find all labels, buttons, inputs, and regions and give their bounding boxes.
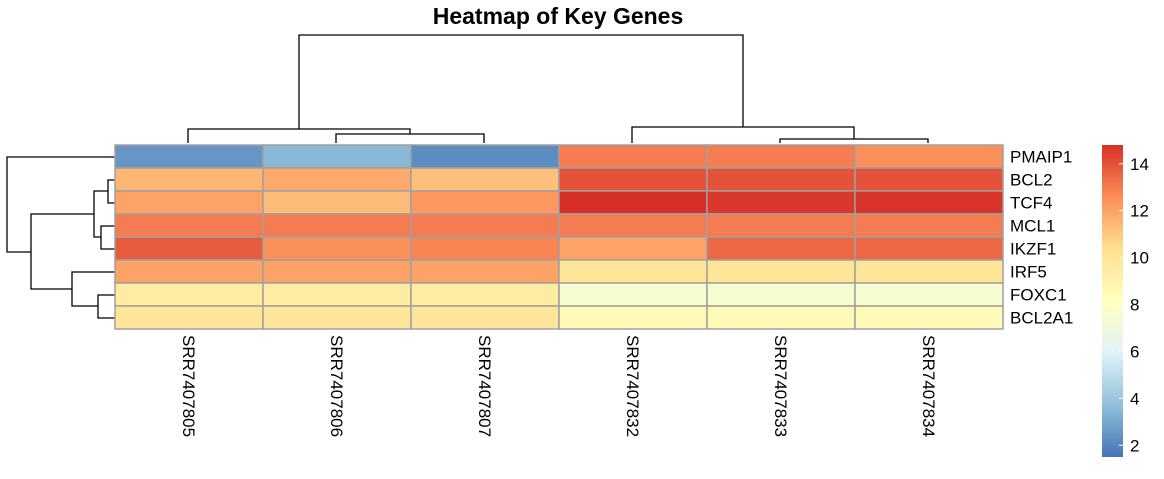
heatmap-cell bbox=[114, 236, 264, 261]
heatmap-cell bbox=[410, 282, 560, 307]
heatmap-cell bbox=[410, 144, 560, 169]
col-dendro-link-4 bbox=[631, 126, 855, 143]
heatmap-cell bbox=[706, 282, 856, 307]
row-label: MCL1 bbox=[1010, 217, 1055, 236]
row-dendro-link-6 bbox=[30, 213, 94, 290]
heatmap-cell bbox=[854, 144, 1004, 169]
heatmap-cell bbox=[114, 305, 264, 330]
heatmap-cell bbox=[706, 144, 856, 169]
colorbar-tick-label: 8 bbox=[1130, 296, 1139, 315]
heatmap-cell bbox=[262, 190, 412, 215]
heatmap-cell bbox=[854, 236, 1004, 261]
heatmap-cell bbox=[558, 305, 708, 330]
heatmap-cell bbox=[262, 305, 412, 330]
row-dendro-link-1 bbox=[107, 179, 115, 204]
heatmap-cell bbox=[558, 236, 708, 261]
colorbar-tick-label: 10 bbox=[1130, 249, 1149, 268]
heatmap-cell bbox=[854, 305, 1004, 330]
heatmap-cell bbox=[262, 144, 412, 169]
heatmap-cell bbox=[854, 213, 1004, 238]
heatmap-cell bbox=[410, 213, 560, 238]
colorbar-ticks: 2 4 6 8 10 12 14 bbox=[1119, 155, 1149, 455]
heatmap-cell bbox=[558, 190, 708, 215]
heatmap-cell bbox=[410, 190, 560, 215]
row-dendro-link-7 bbox=[6, 156, 115, 253]
heatmap-cell bbox=[558, 167, 708, 192]
heatmap-cells bbox=[114, 144, 1004, 330]
column-labels: SRR7407805 SRR7407806 SRR7407807 SRR7407832… bbox=[179, 335, 938, 437]
heatmap-cell bbox=[558, 259, 708, 284]
heatmap-cell bbox=[262, 236, 412, 261]
heatmap-cell bbox=[854, 190, 1004, 215]
row-label: FOXC1 bbox=[1010, 286, 1067, 305]
heatmap-cell bbox=[854, 282, 1004, 307]
heatmap-cell bbox=[262, 282, 412, 307]
col-dendro-link-5 bbox=[298, 34, 744, 129]
row-dendrogram bbox=[6, 156, 115, 319]
heatmap-cell bbox=[854, 259, 1004, 284]
heatmap-cell bbox=[558, 282, 708, 307]
heatmap-cell bbox=[262, 259, 412, 284]
heatmap-cell bbox=[114, 144, 264, 169]
heatmap-cell bbox=[114, 213, 264, 238]
row-label: BCL2 bbox=[1010, 171, 1053, 190]
heatmap-cell bbox=[558, 144, 708, 169]
column-label: SRR7407832 bbox=[623, 335, 642, 437]
heatmap-cell bbox=[410, 167, 560, 192]
heatmap-cell bbox=[114, 282, 264, 307]
heatmap-cell bbox=[114, 167, 264, 192]
heatmap-cell bbox=[410, 236, 560, 261]
row-label: IRF5 bbox=[1010, 263, 1047, 282]
column-label: SRR7407833 bbox=[771, 335, 790, 437]
heatmap-cell bbox=[558, 213, 708, 238]
colorbar-tick-label: 12 bbox=[1130, 202, 1149, 221]
colorbar-tick-label: 6 bbox=[1130, 342, 1139, 361]
heatmap-cell bbox=[262, 167, 412, 192]
chart-title: Heatmap of Key Genes bbox=[433, 3, 684, 29]
col-dendro-link-2 bbox=[187, 128, 411, 143]
heatmap-cell bbox=[854, 167, 1004, 192]
column-label: SRR7407807 bbox=[475, 335, 494, 437]
column-label: SRR7407834 bbox=[919, 335, 938, 437]
heatmap-cell bbox=[706, 305, 856, 330]
row-dendro-link-2 bbox=[100, 225, 115, 250]
col-dendro-link-3 bbox=[779, 138, 929, 143]
colorbar-tick-label: 14 bbox=[1130, 155, 1149, 174]
heatmap-cell bbox=[114, 259, 264, 284]
heatmap-cell bbox=[706, 190, 856, 215]
heatmap-cell bbox=[410, 305, 560, 330]
heatmap-cell bbox=[410, 259, 560, 284]
heatmap-cell bbox=[706, 236, 856, 261]
colorbar-tick-label: 4 bbox=[1130, 389, 1139, 408]
heatmap-cell bbox=[262, 213, 412, 238]
heatmap-cell bbox=[114, 190, 264, 215]
heatmap-cell bbox=[706, 167, 856, 192]
colorbar-tick-label: 2 bbox=[1130, 436, 1139, 455]
row-label: BCL2A1 bbox=[1010, 309, 1073, 328]
col-dendro-link-1 bbox=[335, 133, 485, 143]
heatmap-cell bbox=[706, 213, 856, 238]
heatmap-cell bbox=[706, 259, 856, 284]
row-label: TCF4 bbox=[1010, 194, 1053, 213]
row-label: PMAIP1 bbox=[1010, 148, 1072, 167]
colorbar bbox=[1102, 145, 1123, 457]
row-labels: PMAIP1 BCL2 TCF4 MCL1 IKZF1 IRF5 FOXC1 BCL2A1 bbox=[1010, 148, 1073, 328]
column-dendrogram bbox=[187, 34, 929, 143]
row-label: IKZF1 bbox=[1010, 240, 1056, 259]
column-label: SRR7407806 bbox=[327, 335, 346, 437]
column-label: SRR7407805 bbox=[179, 335, 198, 437]
row-dendro-link-5 bbox=[71, 271, 115, 307]
row-dendro-link-4 bbox=[97, 294, 115, 319]
